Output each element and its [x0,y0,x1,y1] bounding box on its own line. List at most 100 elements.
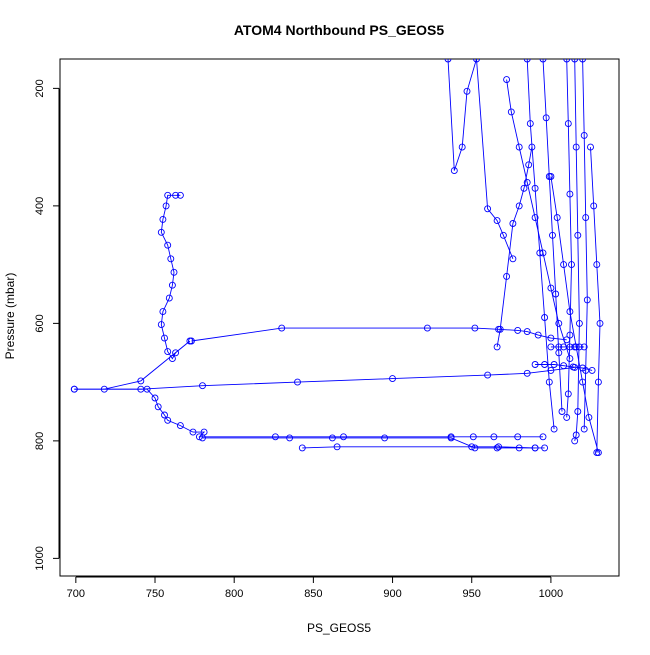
data-point [547,366,555,374]
data-point [199,382,206,390]
data-point [444,59,452,63]
data-point [496,325,504,333]
data-point [157,228,165,236]
data-point [447,434,455,442]
x-tick-label: 850 [304,588,322,600]
data-point [199,434,206,442]
data-point [580,425,588,433]
data-point [499,231,507,239]
data-point [381,434,389,442]
data-point [463,87,471,95]
data-point [541,314,549,321]
data-point [555,319,563,327]
data-point [507,108,515,116]
data-point [493,444,501,452]
data-point [520,184,528,192]
data-point [423,324,431,332]
data-point [560,261,568,269]
data-point [564,120,572,128]
data-point [328,434,336,442]
series-line [191,327,567,342]
series-line [542,59,563,412]
data-point [271,433,279,441]
series-line [496,147,533,347]
y-tick-label: 600 [34,314,46,332]
data-point [560,362,568,370]
data-point [484,371,492,379]
data-point [165,294,173,302]
data-point [389,375,396,383]
data-point [572,143,580,151]
data-point [523,59,531,63]
chart-title: ATOM4 Northbound PS_GEOS5 [234,22,444,38]
data-point [170,268,178,276]
series-line [74,366,575,390]
data-point [167,255,175,263]
data-point [458,143,466,151]
x-axis-label: PS_GEOS5 [307,621,371,635]
series-line [590,147,601,453]
data-point [509,255,517,263]
data-point [585,413,593,421]
series-line [302,446,536,449]
y-tick-label: 800 [34,432,46,450]
data-point [580,343,588,351]
data-point [490,433,498,441]
data-point [154,403,162,411]
data-point [579,59,587,63]
data-point [164,241,172,249]
y-tick-label: 200 [34,79,46,97]
y-axis: 200 400 600 800 1000 [34,79,60,571]
data-point [514,326,522,334]
data-point [523,328,531,336]
data-point [563,413,571,421]
x-tick-label: 750 [146,588,164,600]
data-point [582,214,590,222]
data-point [70,385,78,393]
data-point [176,422,184,430]
x-tick-label: 900 [383,588,401,600]
data-point [587,143,594,151]
data-point [569,363,577,371]
data-point [159,308,167,316]
series-line [566,59,572,418]
data-point [195,433,203,441]
data-point [172,191,180,199]
data-point [172,349,180,357]
data-point [164,191,172,199]
data-point [571,437,579,445]
data-point [550,425,558,433]
data-point [531,361,539,368]
data-point [471,444,479,452]
data-point [468,443,476,451]
data-point [563,59,571,63]
data-point [549,231,556,239]
data-point [552,290,560,298]
data-point [493,343,501,351]
data-point [333,443,341,451]
series-line [506,79,571,359]
data-point [298,444,306,452]
data-point [568,261,575,269]
data-point [545,173,553,180]
plot-frame [59,58,620,577]
data-point [161,334,168,342]
data-point [547,334,555,342]
data-point [471,324,479,332]
series-line [582,59,588,430]
data-point [553,214,561,222]
data-point [566,331,574,339]
data-point [580,131,588,139]
data-point [566,308,574,316]
data-point [574,408,582,415]
data-point [574,231,582,239]
data-point [593,261,601,269]
data-point [526,120,534,128]
data-point [541,444,549,452]
data-point [450,167,458,175]
data-point [539,433,547,441]
data-point [340,433,347,441]
data-point [137,377,145,385]
data-point [583,296,591,304]
data-point [278,324,286,332]
